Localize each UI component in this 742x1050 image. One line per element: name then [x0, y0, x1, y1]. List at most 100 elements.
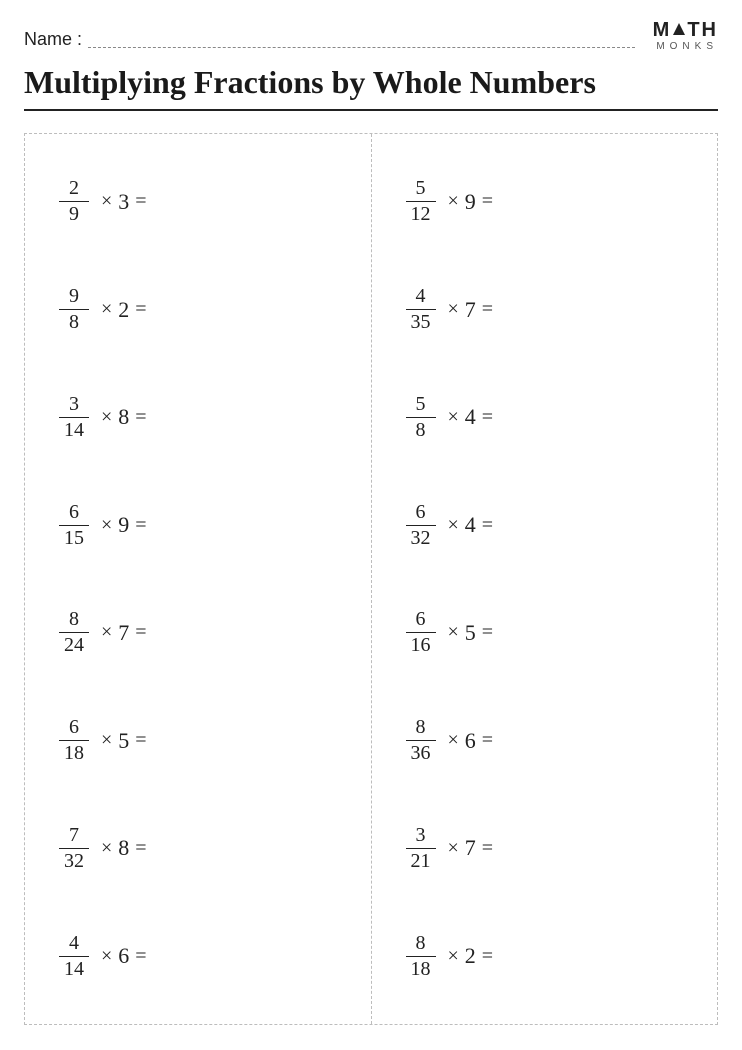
denominator: 35	[407, 311, 435, 334]
whole-number: 3	[118, 189, 129, 215]
denominator: 36	[407, 742, 435, 765]
fraction: 824	[59, 608, 89, 657]
problem-grid: 29×3=98×2=314×8=615×9=824×7=618×5=732×8=…	[24, 133, 718, 1025]
logo-sub: MONKS	[653, 42, 718, 52]
problem: 321×7=	[406, 824, 718, 873]
fraction: 29	[59, 177, 89, 226]
numerator: 8	[412, 716, 430, 739]
problem: 618×5=	[59, 716, 371, 765]
numerator: 4	[65, 932, 83, 955]
equals-symbol: =	[135, 298, 146, 321]
denominator: 8	[65, 311, 83, 334]
times-symbol: ×	[448, 837, 459, 860]
times-symbol: ×	[101, 945, 112, 968]
equals-symbol: =	[482, 514, 493, 537]
numerator: 5	[412, 177, 430, 200]
numerator: 8	[412, 932, 430, 955]
problem: 29×3=	[59, 177, 371, 226]
fraction-bar	[406, 740, 436, 741]
problem: 512×9=	[406, 177, 718, 226]
fraction: 58	[406, 393, 436, 442]
fraction-bar	[406, 201, 436, 202]
times-symbol: ×	[448, 621, 459, 644]
page-title: Multiplying Fractions by Whole Numbers	[24, 60, 718, 111]
times-symbol: ×	[101, 406, 112, 429]
fraction: 818	[406, 932, 436, 981]
fraction-bar	[406, 417, 436, 418]
fraction: 321	[406, 824, 436, 873]
equals-symbol: =	[135, 190, 146, 213]
times-symbol: ×	[101, 298, 112, 321]
times-symbol: ×	[448, 729, 459, 752]
fraction-bar	[59, 525, 89, 526]
whole-number: 2	[465, 943, 476, 969]
fraction: 632	[406, 501, 436, 550]
whole-number: 8	[118, 835, 129, 861]
fraction-bar	[59, 740, 89, 741]
equals-symbol: =	[135, 514, 146, 537]
times-symbol: ×	[448, 945, 459, 968]
problem: 58×4=	[406, 393, 718, 442]
equals-symbol: =	[482, 837, 493, 860]
equals-symbol: =	[135, 837, 146, 860]
equals-symbol: =	[135, 729, 146, 752]
fraction-bar	[59, 956, 89, 957]
problem: 616 × 5 =	[406, 608, 718, 657]
times-symbol: ×	[448, 514, 459, 537]
whole-number: 6	[118, 943, 129, 969]
numerator: 6	[65, 716, 83, 739]
logo-th: TH	[687, 19, 718, 41]
times-symbol: ×	[448, 190, 459, 213]
numerator: 2	[65, 177, 83, 200]
denominator: 8	[412, 419, 430, 442]
numerator: 4	[412, 285, 430, 308]
logo: M TH MONKS	[653, 20, 718, 52]
denominator: 24	[60, 634, 88, 657]
whole-number: 2	[118, 297, 129, 323]
whole-number: 9	[465, 189, 476, 215]
name-area: Name :	[24, 29, 653, 52]
denominator: 9	[65, 203, 83, 226]
problem: 615×9=	[59, 501, 371, 550]
equals-symbol: =	[482, 621, 493, 644]
whole-number: 6	[465, 728, 476, 754]
fraction: 512	[406, 177, 436, 226]
times-symbol: ×	[101, 514, 112, 537]
fraction: 616	[406, 608, 436, 657]
problem: 836×6=	[406, 716, 718, 765]
whole-number: 7	[118, 620, 129, 646]
fraction: 732	[59, 824, 89, 873]
whole-number: 7	[465, 297, 476, 323]
whole-number: 8	[118, 404, 129, 430]
header-row: Name : M TH MONKS	[24, 20, 718, 52]
whole-number: 5	[465, 620, 476, 646]
problem: 435×7=	[406, 285, 718, 334]
denominator: 21	[407, 850, 435, 873]
times-symbol: ×	[448, 406, 459, 429]
logo-m: M	[653, 19, 672, 41]
problem: 98 × 2 =	[59, 285, 371, 334]
fraction-bar	[406, 632, 436, 633]
fraction-bar	[406, 848, 436, 849]
numerator: 8	[65, 608, 83, 631]
denominator: 12	[407, 203, 435, 226]
fraction-bar	[406, 956, 436, 957]
fraction: 615	[59, 501, 89, 550]
fraction-bar	[59, 848, 89, 849]
times-symbol: ×	[101, 190, 112, 213]
times-symbol: ×	[101, 729, 112, 752]
denominator: 15	[60, 527, 88, 550]
numerator: 5	[412, 393, 430, 416]
fraction: 836	[406, 716, 436, 765]
problem: 632 × 4 =	[406, 501, 718, 550]
fraction-bar	[59, 632, 89, 633]
logo-triangle-icon	[671, 21, 687, 41]
fraction-bar	[59, 201, 89, 202]
name-input-line[interactable]	[88, 47, 635, 48]
times-symbol: ×	[448, 298, 459, 321]
numerator: 3	[412, 824, 430, 847]
whole-number: 4	[465, 512, 476, 538]
denominator: 32	[407, 527, 435, 550]
fraction: 98	[59, 285, 89, 334]
fraction-bar	[59, 309, 89, 310]
